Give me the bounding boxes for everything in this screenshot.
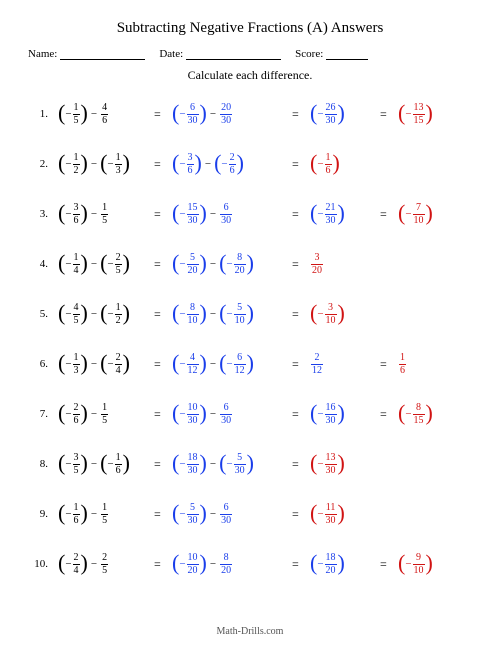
equals-sign: = [292,357,310,372]
problem-lhs: (−24)−25 [58,553,154,576]
equals-sign: = [292,457,310,472]
score-field: Score: [295,47,368,60]
problem-final: (−910) [398,553,458,576]
equals-sign: = [154,207,172,222]
equals-sign: = [154,507,172,522]
problem-step2: 212 [310,353,380,376]
problem-step1: (−630)−2030 [172,103,292,126]
equals-sign: = [292,407,310,422]
problem-step1: (−530)−630 [172,503,292,526]
problem-step1: (−1830)−(−530) [172,453,292,476]
problem-number: 4. [28,258,48,270]
instruction-text: Calculate each difference. [28,68,472,83]
equals-sign: = [292,257,310,272]
problem-step2: (−1630) [310,403,380,426]
equals-sign: = [154,457,172,472]
problem-row: 10.(−24)−25=(−1020)−820=(−1820)=(−910) [28,547,472,581]
date-blank[interactable] [186,47,281,60]
problem-final: 16 [398,353,458,376]
equals-sign: = [380,557,398,572]
date-field: Date: [159,47,281,60]
problem-step2: (−2130) [310,203,380,226]
problem-step1: (−1020)−820 [172,553,292,576]
problem-row: 9.(−16)−15=(−530)−630=(−1130) [28,497,472,531]
problem-step2: 320 [310,253,380,276]
problems-list: 1.(−15)−46=(−630)−2030=(−2630)=(−1315)2.… [28,97,472,581]
problem-row: 5.(−45)−(−12)=(−810)−(−510)=(−310) [28,297,472,331]
problem-row: 6.(−13)−(−24)=(−412)−(−612)=212=16 [28,347,472,381]
equals-sign: = [292,157,310,172]
problem-number: 7. [28,408,48,420]
problem-final: (−815) [398,403,458,426]
problem-step1: (−36)−(−26) [172,153,292,176]
problem-lhs: (−12)−(−13) [58,153,154,176]
equals-sign: = [154,557,172,572]
problem-step1: (−810)−(−510) [172,303,292,326]
equals-sign: = [292,557,310,572]
equals-sign: = [154,307,172,322]
problem-number: 1. [28,108,48,120]
date-label: Date: [159,48,183,60]
name-blank[interactable] [60,47,145,60]
problem-row: 2.(−12)−(−13)=(−36)−(−26)=(−16) [28,147,472,181]
problem-lhs: (−36)−15 [58,203,154,226]
footer-text: Math-Drills.com [0,626,500,637]
equals-sign: = [154,407,172,422]
problem-lhs: (−35)−(−16) [58,453,154,476]
header-row: Name: Date: Score: [28,47,472,60]
problem-lhs: (−45)−(−12) [58,303,154,326]
equals-sign: = [292,507,310,522]
worksheet-page: Subtracting Negative Fractions (A) Answe… [0,0,500,607]
problem-number: 9. [28,508,48,520]
equals-sign: = [292,107,310,122]
problem-step2: (−2630) [310,103,380,126]
problem-final: (−1315) [398,103,458,126]
problem-step2: (−1820) [310,553,380,576]
equals-sign: = [380,207,398,222]
problem-row: 1.(−15)−46=(−630)−2030=(−2630)=(−1315) [28,97,472,131]
problem-number: 5. [28,308,48,320]
problem-step2: (−1330) [310,453,380,476]
equals-sign: = [380,407,398,422]
name-label: Name: [28,48,57,60]
problem-number: 2. [28,158,48,170]
problem-row: 8.(−35)−(−16)=(−1830)−(−530)=(−1330) [28,447,472,481]
problem-lhs: (−16)−15 [58,503,154,526]
equals-sign: = [154,157,172,172]
problem-lhs: (−14)−(−25) [58,253,154,276]
problem-row: 4.(−14)−(−25)=(−520)−(−820)=320 [28,247,472,281]
problem-number: 3. [28,208,48,220]
problem-row: 3.(−36)−15=(−1530)−630=(−2130)=(−710) [28,197,472,231]
problem-step2: (−310) [310,303,380,326]
page-title: Subtracting Negative Fractions (A) Answe… [28,20,472,37]
problem-lhs: (−13)−(−24) [58,353,154,376]
problem-step1: (−1530)−630 [172,203,292,226]
equals-sign: = [154,357,172,372]
problem-step1: (−412)−(−612) [172,353,292,376]
problem-number: 6. [28,358,48,370]
problem-step1: (−520)−(−820) [172,253,292,276]
problem-step2: (−1130) [310,503,380,526]
problem-number: 8. [28,458,48,470]
equals-sign: = [154,107,172,122]
equals-sign: = [292,207,310,222]
equals-sign: = [154,257,172,272]
score-label: Score: [295,48,323,60]
problem-number: 10. [28,558,48,570]
problem-step1: (−1030)−630 [172,403,292,426]
score-blank[interactable] [326,47,368,60]
problem-final: (−710) [398,203,458,226]
problem-step2: (−16) [310,153,380,176]
name-field: Name: [28,47,145,60]
problem-lhs: (−15)−46 [58,103,154,126]
equals-sign: = [380,357,398,372]
equals-sign: = [380,107,398,122]
equals-sign: = [292,307,310,322]
problem-lhs: (−26)−15 [58,403,154,426]
problem-row: 7.(−26)−15=(−1030)−630=(−1630)=(−815) [28,397,472,431]
